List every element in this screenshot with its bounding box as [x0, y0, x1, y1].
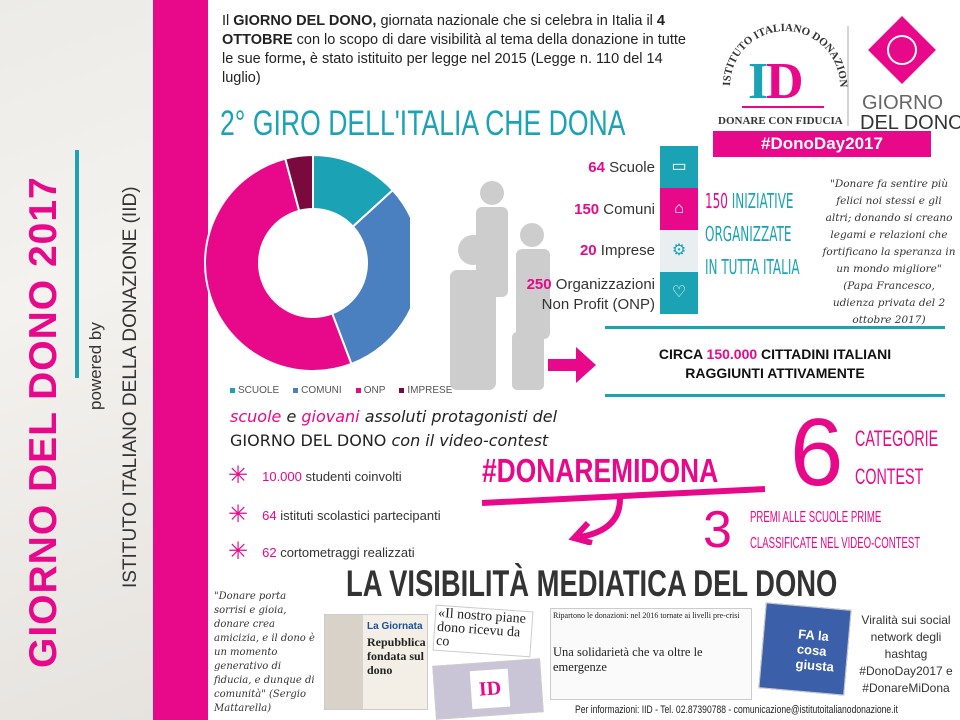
stat-onp: 250 Organizzazioni Non Profit (ONP)	[526, 276, 655, 313]
stat-comuni: 150 Comuni	[574, 201, 655, 218]
arrow-right-icon	[548, 347, 596, 383]
categories-label: CATEGORIE CONTEST	[855, 426, 939, 489]
donut-chart	[204, 153, 410, 372]
pink-band	[153, 0, 208, 720]
prizes-label: PREMI ALLE SCUOLE PRIME CLASSIFICATE NEL …	[750, 509, 921, 552]
divider	[605, 394, 945, 397]
legend-item: SCUOLE	[230, 385, 279, 396]
iniziative-text: 150 INIZIATIVE ORGANIZZATE IN TUTTA ITALIA	[705, 189, 800, 279]
logo-tagline: DONARE CON FIDUCIA	[718, 115, 843, 127]
legend-item: ONP	[355, 385, 385, 396]
divider	[605, 326, 945, 329]
footer-contact: Per informazioni: IID - Tel. 02.87390788…	[575, 704, 898, 716]
building-icon: ⌂	[660, 188, 698, 230]
hashtag-banner: #DonoDay2017	[713, 131, 931, 157]
intro-text: Il GIORNO DEL DONO, giornata nazionale c…	[222, 13, 686, 86]
bullet-item: ✳ 62 cortometraggi realizzati	[228, 538, 415, 565]
stat-scuole: 64 Scuole	[588, 159, 655, 176]
svg-text:I: I	[748, 53, 768, 110]
logo-del-dono: DEL DONO	[860, 112, 960, 134]
legend-swatch	[230, 387, 235, 393]
quote-mattarella: "Donare porta sorrisi e gioia, donare cr…	[214, 591, 315, 714]
asterisk-icon: ✳	[228, 462, 249, 489]
heart-icon: ♡	[660, 272, 698, 314]
side-title: GIORNO DEL DONO 2017	[22, 176, 65, 668]
donut-slice-comuni	[330, 188, 410, 366]
prizes-count: 3	[703, 501, 732, 559]
asterisk-icon: ✳	[228, 501, 249, 528]
curved-arrow-icon	[481, 486, 766, 545]
logo-mark: ISTITUTO ITALIANO DONAZIONE I D	[708, 7, 936, 126]
citizens-reached: CIRCA 150.000 CITTADINI ITALIANI RAGGIUNT…	[658, 346, 892, 381]
tv-screenshot: ID	[432, 658, 544, 720]
divider	[75, 150, 79, 378]
protagonists-text: scuole e giovani assoluti protagonisti d…	[230, 407, 558, 450]
legend-swatch	[293, 387, 299, 393]
bullet-item: ✳ 64 istituti scolastici partecipanti	[228, 501, 441, 528]
donut-slice-onp	[204, 157, 353, 372]
press-clipping: Ripartono le donazioni: nel 2016 tornate…	[550, 608, 752, 700]
asterisk-icon: ✳	[228, 538, 249, 565]
donut-slice-imprese	[284, 153, 314, 213]
svg-text:D: D	[766, 53, 804, 110]
categories-count: 6	[790, 399, 844, 506]
legend-item: COMUNI	[293, 385, 342, 396]
legend-swatch	[399, 387, 405, 393]
stat-imprese: 20 Imprese	[579, 242, 655, 259]
book-icon: ▭	[660, 146, 698, 188]
press-clipping: La Giornata Repubblica fondata sul dono	[324, 614, 428, 710]
bullet-item: ✳ 10.000 studenti coinvolti	[228, 462, 402, 489]
media-title: LA VISIBILITÀ MEDIATICA DEL DONO	[346, 563, 838, 604]
chart-legend: SCUOLE COMUNI ONP IMPRESE	[230, 385, 452, 396]
contest-hashtag: #DONAREMIDONA	[482, 452, 719, 489]
stats-list: 64 Scuole 150 Comuni 20 Imprese 250 Orga…	[455, 155, 655, 315]
tv-screenshot: FA la cosa giusta	[758, 602, 852, 696]
gears-icon: ⚙	[660, 230, 698, 272]
giro-title: 2° GIRO DELL'ITALIA CHE DONA	[220, 104, 626, 143]
people-icon	[450, 181, 550, 390]
legend-item: IMPRESE	[399, 385, 452, 396]
legend-swatch	[355, 387, 361, 393]
side-banner: GIORNO DEL DONO 2017 powered by ISTITUTO…	[0, 0, 153, 720]
logo: ISTITUTO ITALIANO DONAZIONE I D DONARE C…	[708, 7, 960, 156]
viral-text: Viralità sui social network degli hashta…	[859, 613, 953, 695]
press-clipping: «Il nostro piane dono ricevu da co	[432, 604, 534, 658]
quote-pope: "Donare fa sentire più felici noi stessi…	[822, 178, 956, 326]
institute-name: ISTITUTO ITALIANO DELLA DONAZIONE (IID)	[120, 186, 141, 588]
logo-giorno: GIORNO	[862, 92, 944, 114]
powered-by: powered by	[86, 322, 105, 410]
